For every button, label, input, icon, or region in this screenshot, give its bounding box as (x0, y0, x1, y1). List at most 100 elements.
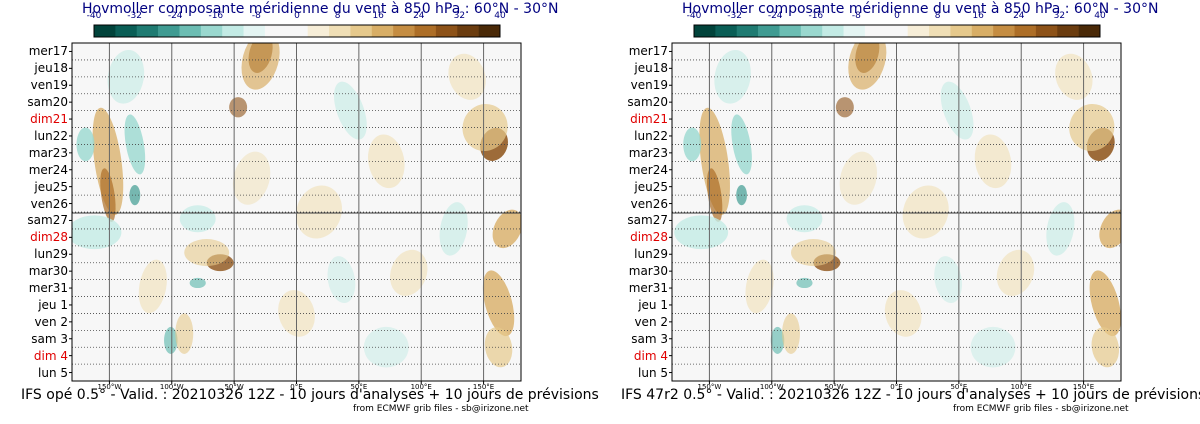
anomaly-blob (745, 259, 774, 314)
anomaly-blob (72, 215, 122, 250)
anomaly-blob (124, 114, 146, 175)
y-tick-label: ven19 (630, 78, 668, 93)
colorbar-swatch (350, 25, 373, 37)
anomaly-blob (683, 127, 702, 162)
anomaly-blob (796, 277, 813, 289)
y-tick-label: mer31 (628, 281, 668, 296)
anomaly-blob (835, 97, 854, 118)
anomaly-blob (786, 205, 823, 233)
colorbar-swatch (329, 25, 351, 37)
anomaly-blob (390, 249, 428, 296)
anomaly-blob (232, 151, 271, 205)
colorbar-tick-label: 40 (494, 11, 506, 21)
colorbar-swatch (950, 25, 973, 37)
anomaly-blob (179, 205, 216, 233)
y-tick-label: sam 3 (631, 331, 668, 346)
anomaly-blob (462, 103, 508, 152)
anomaly-blob (363, 326, 409, 368)
anomaly-blob (1089, 270, 1121, 337)
colorbar-swatch (457, 25, 479, 37)
y-tick-label: ven 2 (634, 314, 668, 329)
colorbar-tick-label: 24 (1013, 11, 1025, 21)
x-tick-label: 0°E (290, 383, 303, 391)
colorbar-tick-label: -24 (167, 11, 183, 21)
colorbar-swatch (971, 25, 994, 37)
colorbar (93, 24, 501, 38)
x-tick-label: 100°E (410, 383, 432, 391)
colorbar-swatch (736, 25, 759, 37)
x-tick-label: 100°W (759, 383, 784, 391)
hovmoller-panel-47r2: Hovmoller composante méridienne du vent … (600, 0, 1200, 424)
anomaly-blob (1099, 209, 1121, 249)
footer-caption: IFS opé 0.5° - Valid. : 20210326 12Z - 1… (21, 387, 599, 403)
y-tick-label: jeu18 (634, 61, 668, 76)
y-tick-label: mer24 (628, 162, 668, 177)
colorbar-swatch (94, 25, 116, 37)
anomaly-blob (1046, 202, 1075, 256)
anomaly-blob (782, 313, 800, 354)
colorbar-frame (693, 24, 1101, 38)
x-tick-label: 100°E (1010, 383, 1032, 391)
data-credit: from ECMWF grib files - sb@irizone.net (953, 404, 1129, 414)
colorbar-swatch (1078, 25, 1101, 37)
x-tick-label: 100°W (159, 383, 184, 391)
y-tick-label: mar23 (628, 145, 668, 160)
colorbar-swatch (864, 25, 887, 37)
gridlines (72, 43, 521, 384)
y-tick-label: sam27 (27, 213, 68, 228)
anomaly-blob (175, 313, 194, 354)
y-tick-label: jeu25 (634, 179, 668, 194)
hovmoller-panel-ope: Hovmoller composante méridienne du vent … (0, 1, 600, 414)
colorbar-ticks: -40 -32 -24 -16 -8 0 8 16 24 32 40 (0, 11, 600, 23)
plot-frame (671, 42, 1122, 382)
colorbar-swatch (929, 25, 951, 37)
colorbar-tick-label: 32 (453, 11, 466, 21)
anomaly-blob (76, 127, 95, 162)
anomaly-blob (100, 168, 116, 222)
colorbar-tick-label: -32 (727, 11, 742, 21)
anomaly-blob (138, 259, 167, 314)
colorbar-swatch (478, 25, 501, 37)
x-tick-label: 150°E (472, 383, 495, 391)
anomaly-blob (482, 270, 515, 337)
y-tick-label: jeu 1 (638, 297, 668, 312)
data-credit: from ECMWF grib files - sb@irizone.net (353, 404, 529, 414)
y-tick-label: mer24 (28, 162, 68, 177)
colorbar-swatch (1035, 25, 1058, 37)
colorbar-swatch (200, 25, 223, 37)
y-tick-label: jeu18 (34, 61, 68, 76)
chart-title: Hovmoller composante méridienne du vent … (82, 1, 559, 17)
colorbar-swatch (1057, 25, 1079, 37)
anomaly-blob (92, 107, 124, 215)
plot-frame (71, 42, 522, 382)
chart-svg (69, 24, 522, 384)
x-tick-label: 50°W (824, 383, 844, 391)
anomaly-blob (229, 97, 248, 118)
colorbar-swatch (822, 25, 844, 37)
y-tick-label: dim28 (30, 230, 68, 245)
colorbar-tick-label: 16 (972, 11, 984, 21)
colorbar-frame (93, 24, 501, 38)
y-tick-label: dim 4 (33, 348, 68, 363)
y-tick-label: ven26 (630, 196, 668, 211)
gridlines (672, 43, 1121, 384)
colorbar-swatch (1014, 25, 1037, 37)
anomaly-blob (674, 215, 729, 250)
colorbar-swatch (136, 25, 159, 37)
colorbar-swatch (179, 25, 202, 37)
y-tick-label: ven26 (30, 196, 68, 211)
y-tick-label: mar30 (28, 264, 68, 279)
y-tick-label: mer17 (628, 44, 668, 59)
y-tick-label: dim28 (630, 230, 668, 245)
colorbar-swatch (694, 25, 716, 37)
colorbar-swatch (779, 25, 802, 37)
x-tick-label: 150°W (97, 383, 122, 391)
x-tick-label: 50°W (224, 383, 244, 391)
colorbar-tick-label: 0 (294, 11, 300, 21)
colorbar-tick-label: 0 (894, 11, 900, 21)
colorbar-tick-label: -32 (127, 11, 142, 21)
y-tick-label: sam20 (627, 95, 668, 110)
colorbar (693, 24, 1101, 38)
colorbar-swatch (886, 25, 908, 37)
colorbar-swatch (393, 25, 415, 37)
